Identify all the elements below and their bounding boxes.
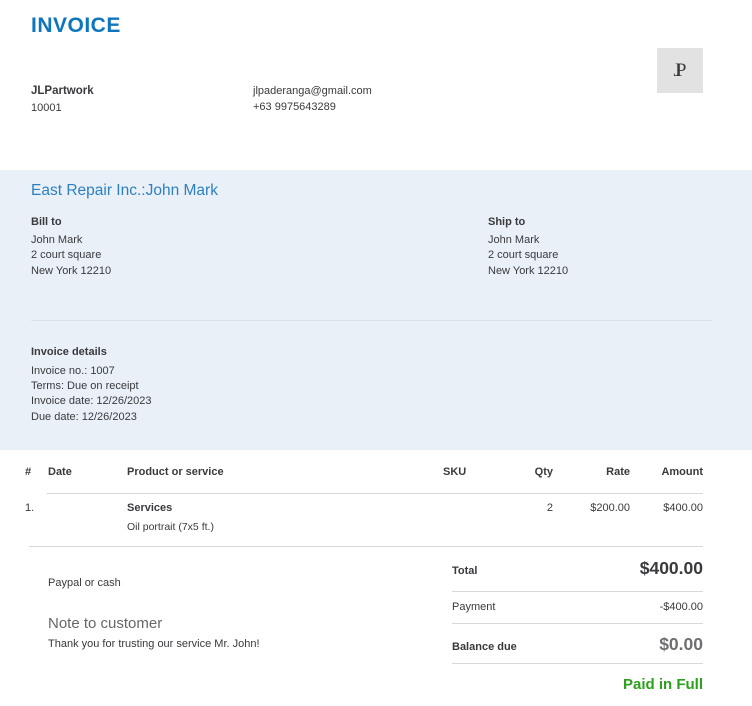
balance-due-row: Balance due $0.00 [452,624,703,664]
invoice-number: Invoice no.: 1007 [31,365,115,377]
customer-section: East Repair Inc.:John Mark Bill to John … [0,170,752,450]
ship-to-block: Ship to John Mark 2 court square New Yor… [488,215,568,279]
balance-due-value: $0.00 [659,634,703,654]
business-number: 10001 [31,102,62,114]
bill-to-line: 2 court square [31,249,102,262]
bill-to-label: Bill to [31,216,62,228]
column-header-rate: Rate [606,466,630,478]
payment-method: Paypal or cash [48,577,121,589]
ship-to-line: 2 court square [488,249,559,262]
product-name: Services [127,502,173,514]
row-amount: $400.00 [663,502,703,514]
business-phone: +63 9975643289 [253,101,336,113]
section-divider [31,320,712,321]
table-row: 1. Services Oil portrait (7x5 ft.) 2 $20… [0,502,752,533]
total-row: Total $400.00 [452,546,703,592]
row-product-cell: Services Oil portrait (7x5 ft.) [127,502,443,533]
contact-info: jlpaderanga@gmail.com +63 9975643289 [253,83,372,115]
table-bottom-divider [29,546,703,547]
company-logo: JP [657,48,703,93]
invoice-date: Invoice date: 12/26/2023 [31,395,152,408]
bill-to-block: Bill to John Mark 2 court square New Yor… [31,215,111,279]
balance-due-label: Balance due [452,641,517,653]
note-to-customer-heading: Note to customer [48,615,163,632]
ship-to-line: John Mark [488,234,540,247]
bill-to-line: John Mark [31,234,83,247]
table-header-row: # Date Product or service SKU Qty Rate A… [0,466,752,478]
column-header-product: Product or service [127,466,224,478]
column-header-qty: Qty [534,466,553,478]
payment-value: -$400.00 [659,601,703,613]
bill-to-line: New York 12210 [31,264,112,277]
table-header-divider [47,493,703,494]
product-description: Oil portrait (7x5 ft.) [127,521,214,533]
row-sku [443,502,503,533]
column-header-sku: SKU [443,466,467,478]
column-header-amount: Amount [661,466,703,478]
column-header-number: # [25,466,32,478]
logo-monogram: JP [673,59,687,81]
ship-to-line: New York 12210 [488,264,569,277]
payment-row: Payment -$400.00 [452,592,703,624]
payment-label: Payment [452,601,496,613]
customer-name-heading: East Repair Inc.:John Mark [31,182,218,199]
row-date [48,502,127,533]
row-number: 1. [25,502,35,514]
invoice-due-date: Due date: 12/26/2023 [31,410,137,423]
business-email: jlpaderanga@gmail.com [253,85,372,97]
note-to-customer-text: Thank you for trusting our service Mr. J… [48,638,260,650]
invoice-details-block: Invoice details Invoice no.: 1007 Terms:… [31,344,151,425]
column-header-date: Date [48,466,72,478]
business-info: JLPartwork 10001 [31,83,94,117]
business-name: JLPartwork [31,85,94,97]
row-qty: 2 [546,502,553,514]
row-rate: $200.00 [590,502,630,514]
paid-status-badge: Paid in Full [622,676,703,693]
ship-to-label: Ship to [488,216,526,228]
totals-block: Total $400.00 Payment -$400.00 Balance d… [452,546,703,693]
invoice-terms: Terms: Due on receipt [31,380,139,393]
invoice-details-label: Invoice details [31,346,107,358]
page-title: INVOICE [31,14,121,37]
total-value: $400.00 [639,558,703,578]
total-label: Total [452,565,478,577]
